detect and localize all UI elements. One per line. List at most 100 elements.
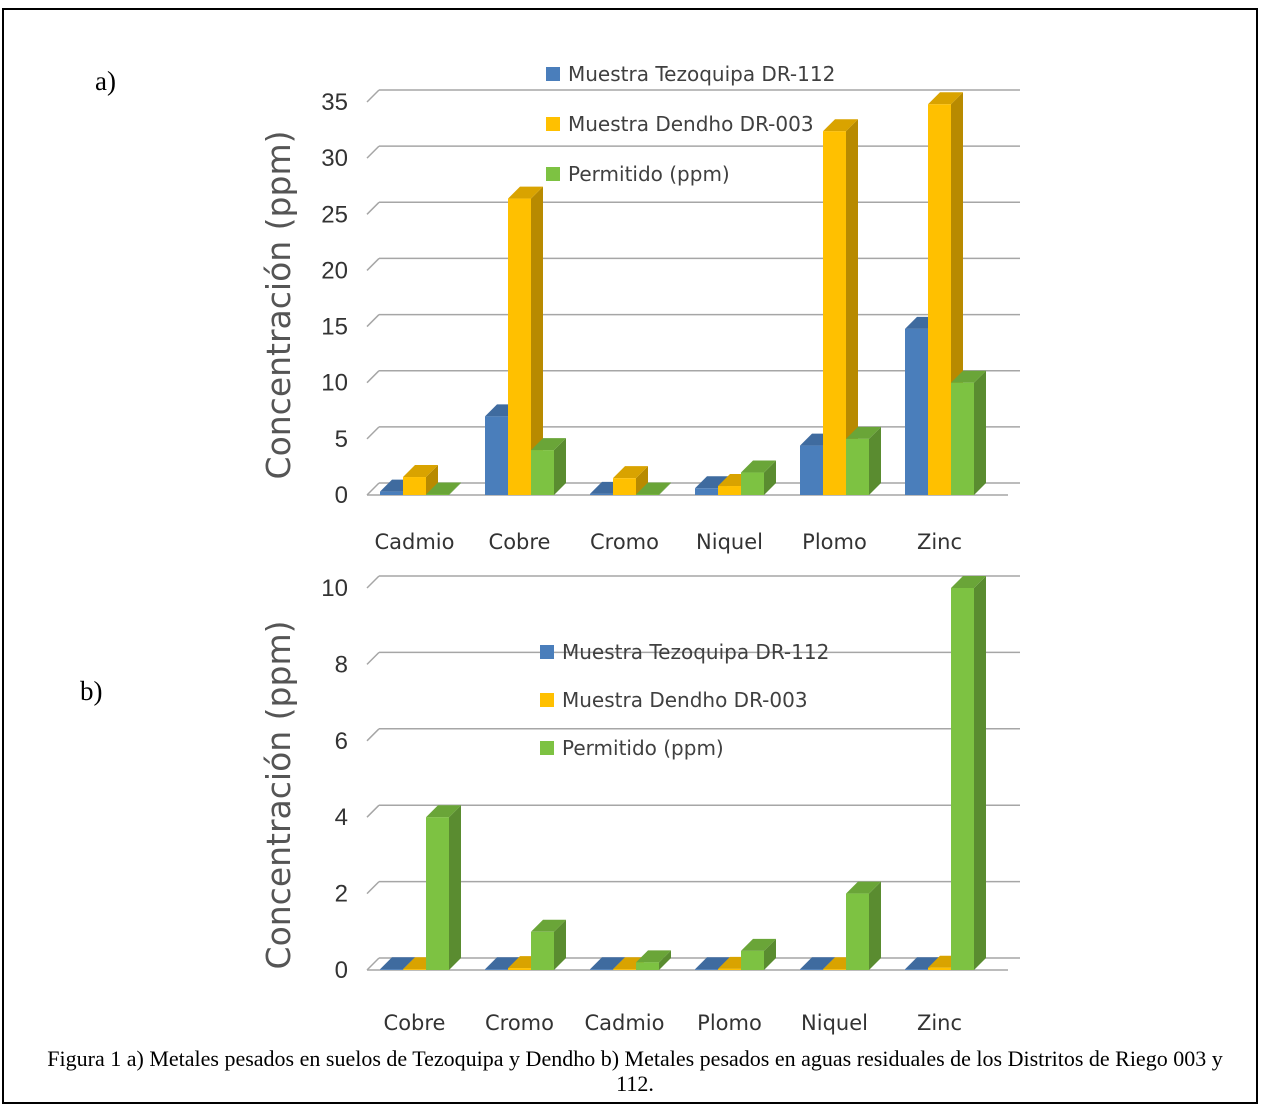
panel-label-a: a) bbox=[95, 66, 116, 96]
bar-front bbox=[590, 493, 613, 495]
legend-swatch bbox=[546, 167, 560, 181]
bar-front bbox=[800, 445, 823, 495]
bar-front bbox=[741, 950, 764, 970]
gridline-side bbox=[366, 145, 380, 159]
gridline-side bbox=[366, 89, 380, 103]
category-label: Cromo bbox=[590, 530, 659, 554]
category-label: Cadmio bbox=[374, 530, 454, 554]
legend-label: Muestra Dendho DR-003 bbox=[562, 688, 808, 712]
bar-front bbox=[905, 969, 928, 970]
bar-side bbox=[974, 576, 986, 970]
legend-label: Permitido (ppm) bbox=[568, 162, 730, 186]
y-tick-label: 15 bbox=[321, 314, 348, 341]
y-tick-label: 2 bbox=[335, 881, 348, 908]
gridline-side bbox=[366, 575, 380, 589]
bar-side bbox=[974, 370, 986, 495]
bar-side bbox=[426, 465, 438, 495]
legend-swatch bbox=[540, 741, 554, 755]
bar-front bbox=[928, 967, 951, 970]
bar bbox=[531, 438, 566, 495]
legend-swatch bbox=[546, 117, 560, 131]
bar bbox=[823, 119, 858, 496]
bar-top bbox=[636, 482, 671, 495]
bar-side bbox=[531, 186, 543, 495]
legend-label: Muestra Tezoquipa DR-112 bbox=[568, 62, 835, 86]
y-tick-label: 25 bbox=[321, 201, 348, 228]
bar-top bbox=[485, 957, 520, 970]
y-tick-label: 4 bbox=[335, 804, 348, 831]
y-tick-label: 20 bbox=[321, 257, 348, 284]
bar-front bbox=[590, 969, 613, 970]
y-tick-label: 8 bbox=[335, 651, 348, 678]
legend-label: Muestra Tezoquipa DR-112 bbox=[562, 640, 829, 664]
bar-top bbox=[846, 426, 881, 439]
bar-front bbox=[485, 416, 508, 495]
bar-front bbox=[485, 969, 508, 970]
bar-front bbox=[846, 438, 869, 495]
bar bbox=[426, 805, 461, 970]
bar-top bbox=[928, 92, 963, 105]
bar-top bbox=[613, 466, 648, 479]
bar-top bbox=[695, 476, 730, 489]
gridline-side bbox=[366, 728, 380, 742]
bar-side bbox=[636, 466, 648, 495]
category-label: Zinc bbox=[917, 530, 962, 554]
bar-top bbox=[905, 957, 940, 970]
gridline-side bbox=[366, 257, 380, 271]
bar-top bbox=[508, 186, 543, 199]
bar bbox=[636, 950, 671, 970]
y-tick-label: 5 bbox=[335, 426, 348, 453]
chart-b: 0 2 4 6 8 10 Concentración (ppm) Cobre Cromo Cadm… bbox=[259, 575, 1020, 1035]
bar bbox=[951, 576, 986, 970]
bar bbox=[531, 919, 566, 970]
bar-front bbox=[531, 931, 554, 970]
bar-top bbox=[823, 119, 858, 132]
y-tick-label: 0 bbox=[335, 957, 348, 984]
bar-side bbox=[659, 950, 671, 970]
bar-front bbox=[531, 450, 554, 495]
category-label: Zinc bbox=[917, 1011, 962, 1035]
chart-a: 0 5 10 15 20 25 30 35 Concentración (ppm) Cadmio C… bbox=[259, 62, 1020, 554]
bar-front bbox=[508, 198, 531, 495]
bar-top bbox=[380, 957, 415, 970]
bar-front bbox=[951, 588, 974, 970]
legend-swatch bbox=[540, 693, 554, 707]
bar-front bbox=[928, 104, 951, 495]
y-tick-label: 10 bbox=[321, 370, 348, 397]
bar-front bbox=[613, 478, 636, 495]
bar-side bbox=[764, 460, 776, 495]
bar-top bbox=[531, 919, 566, 932]
bar-front bbox=[905, 328, 928, 495]
figure-caption: Figura 1 a) Metales pesados en suelos de… bbox=[47, 1046, 1223, 1096]
gridline-side bbox=[366, 482, 380, 496]
gridline-side bbox=[366, 370, 380, 384]
category-label: Cromo bbox=[485, 1011, 554, 1035]
bar-top bbox=[741, 460, 776, 473]
bar-side bbox=[869, 881, 881, 970]
bar-side bbox=[764, 938, 776, 970]
bar-side bbox=[449, 805, 461, 970]
category-label: Plomo bbox=[802, 530, 867, 554]
bar-front bbox=[846, 893, 869, 970]
bar-front bbox=[823, 969, 846, 970]
bar-top bbox=[951, 370, 986, 383]
bar-side bbox=[449, 482, 461, 495]
legend-label: Permitido (ppm) bbox=[562, 736, 724, 760]
bar-front bbox=[403, 477, 426, 495]
bar-front bbox=[380, 969, 403, 970]
y-tick-label: 10 bbox=[321, 575, 348, 602]
gridline-side bbox=[366, 314, 380, 328]
bar-front bbox=[695, 969, 718, 970]
bar-top bbox=[695, 957, 730, 970]
bar-top bbox=[846, 881, 881, 894]
bar bbox=[951, 370, 986, 495]
bar-top bbox=[531, 438, 566, 451]
gridline-side bbox=[366, 881, 380, 895]
gridline-side bbox=[366, 804, 380, 818]
bar-front bbox=[823, 131, 846, 496]
panel-label-b: b) bbox=[80, 676, 103, 706]
bar-side bbox=[554, 919, 566, 970]
bar-front bbox=[718, 486, 741, 495]
bar-front bbox=[403, 969, 426, 970]
bar-front bbox=[718, 968, 741, 970]
